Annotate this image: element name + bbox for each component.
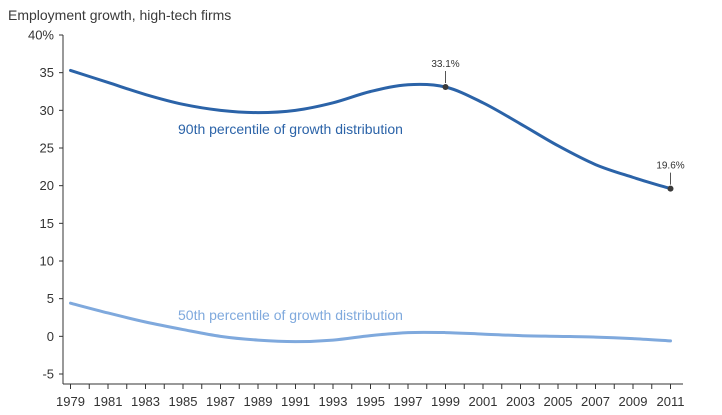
y-tick-label: 5 xyxy=(47,291,54,306)
annotation-point xyxy=(667,185,674,192)
series-line-1 xyxy=(69,68,672,191)
annotation-point xyxy=(442,83,449,90)
axes: -5 0 5 10 15 20 25 30 35 40% 1979 1981 1983 1985 1987 1… xyxy=(28,28,685,410)
x-tick-label: 1981 xyxy=(94,394,123,409)
annotation-label: 33.1% xyxy=(431,59,459,70)
y-tick-label: -5 xyxy=(42,367,54,382)
x-tick-label: 1997 xyxy=(394,394,423,409)
x-tick-label: 1999 xyxy=(431,394,460,409)
x-tick-label: 1991 xyxy=(281,394,310,409)
x-tick-label: 2005 xyxy=(544,394,573,409)
x-tick-label: 1979 xyxy=(56,394,85,409)
x-tick-label: 1987 xyxy=(206,394,235,409)
y-tick-label: 40% xyxy=(28,28,54,43)
y-tick-label: 0 xyxy=(47,329,54,344)
y-tick-label: 10 xyxy=(40,254,54,269)
x-tick-label: 1989 xyxy=(244,394,273,409)
y-tick-label: 25 xyxy=(40,141,54,156)
series-lines: 90th percentile of growth distribution 50… xyxy=(69,68,672,344)
x-tick-label: 2009 xyxy=(619,394,648,409)
y-tick-label: 35 xyxy=(40,65,54,80)
y-tick-label: 20 xyxy=(40,178,54,193)
x-tick-label: 1983 xyxy=(131,394,160,409)
x-tick-label: 1985 xyxy=(169,394,198,409)
y-tick-label: 30 xyxy=(40,103,54,118)
x-tick-label: 1993 xyxy=(319,394,348,409)
x-tick-label: 2001 xyxy=(469,394,498,409)
series-line-2 xyxy=(69,301,672,344)
annotation-label: 19.6% xyxy=(656,161,684,172)
x-tick-label: 2003 xyxy=(506,394,535,409)
series-label-2: 50th percentile of growth distribution xyxy=(178,307,403,323)
x-tick-label: 2007 xyxy=(581,394,610,409)
chart-title: Employment growth, high-tech firms xyxy=(8,7,231,23)
x-tick-label: 2011 xyxy=(657,394,685,409)
x-tick-label: 1995 xyxy=(356,394,385,409)
series-label-1: 90th percentile of growth distribution xyxy=(178,121,403,137)
y-tick-label: 15 xyxy=(40,216,54,231)
annotations: 33.1% 19.6% xyxy=(431,59,685,192)
